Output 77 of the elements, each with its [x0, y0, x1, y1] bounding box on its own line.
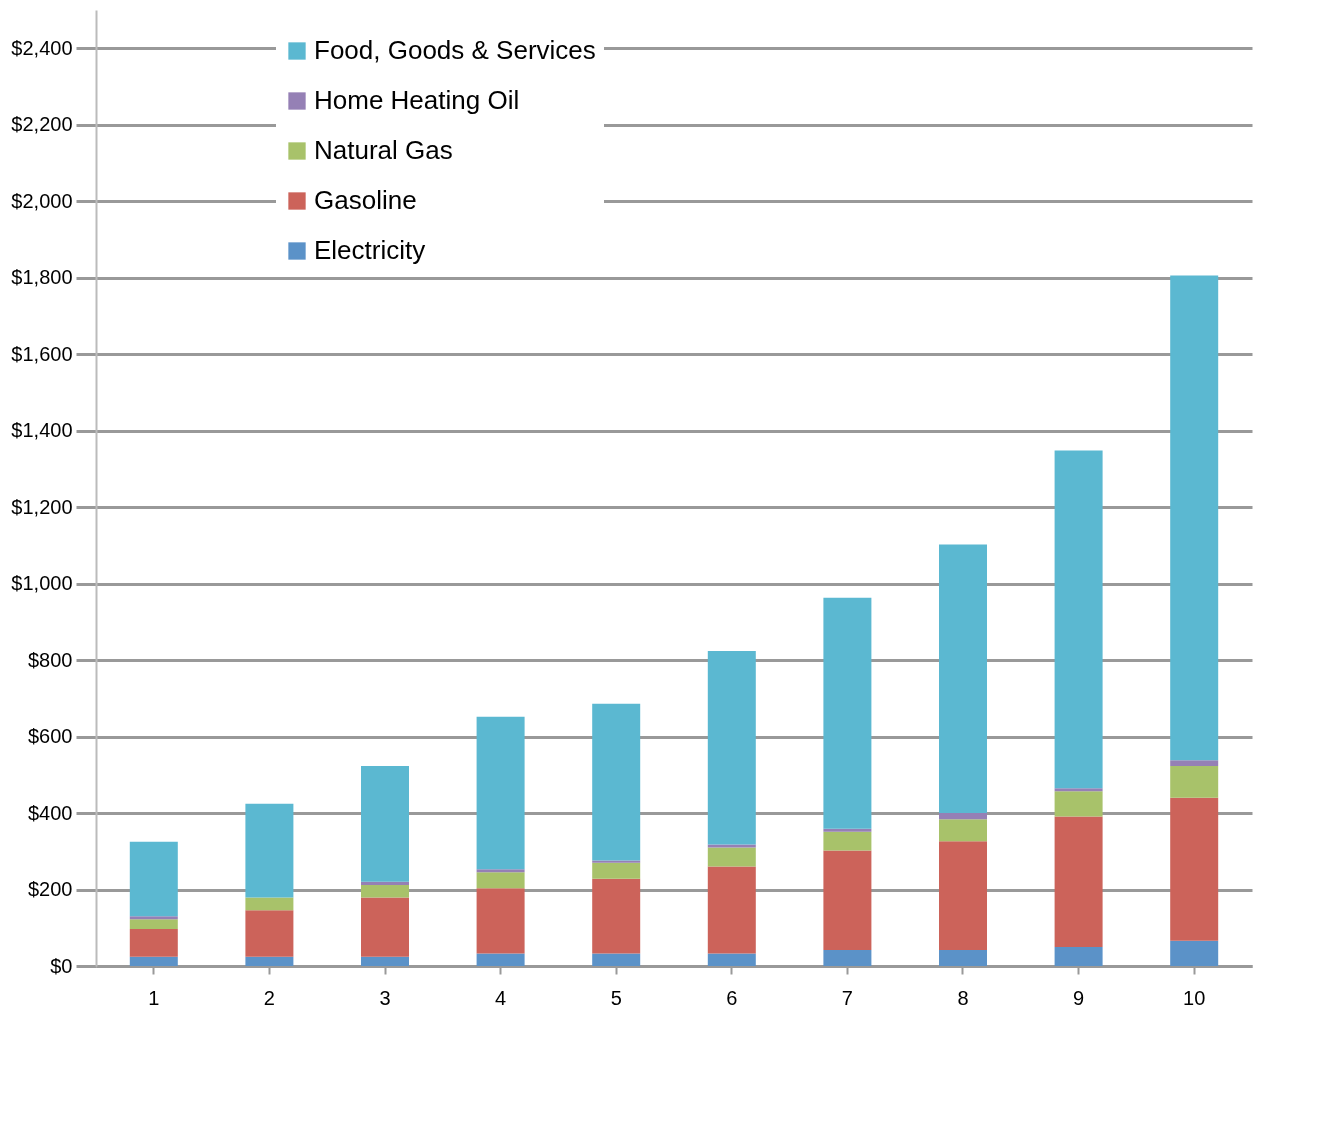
bar [939, 841, 987, 950]
bar [129, 916, 178, 920]
x-tick-label: 9 [1073, 986, 1085, 1009]
bar [1054, 450, 1103, 789]
y-tick-label: $800 [28, 648, 73, 671]
bar [939, 949, 987, 966]
bar [245, 897, 294, 911]
y-tick-label: $1,800 [11, 266, 73, 289]
x-tick-label: 8 [957, 986, 969, 1009]
bar [1054, 946, 1103, 966]
y-tick-label: $2,200 [11, 113, 73, 136]
x-tick-label: 1 [148, 986, 160, 1009]
legend-label: Natural Gas [314, 135, 453, 165]
bar [1054, 791, 1103, 817]
bar [476, 872, 525, 889]
bar [361, 881, 409, 885]
y-tick-label: $1,400 [11, 419, 73, 442]
bar [592, 860, 641, 863]
y-tick-label: $2,000 [11, 189, 73, 212]
x-tick-label: 3 [379, 986, 391, 1009]
bar [1170, 940, 1219, 966]
bar [129, 928, 178, 957]
x-tick-label: 10 [1183, 986, 1206, 1009]
y-tick-label: $1,200 [11, 495, 73, 518]
bar [361, 766, 409, 882]
bar [476, 888, 525, 954]
bar [245, 910, 294, 957]
bar [245, 956, 294, 966]
bar [1170, 797, 1219, 941]
y-tick-label: $1,600 [11, 342, 73, 365]
bar [592, 862, 641, 879]
bar [361, 956, 409, 966]
bar [476, 953, 525, 966]
y-tick-label: $200 [28, 878, 73, 901]
bar [707, 847, 756, 867]
bar [361, 897, 409, 957]
y-tick-label: $1,000 [11, 572, 73, 595]
bar [1170, 760, 1219, 766]
y-tick-label: $400 [28, 801, 73, 824]
x-tick-label: 5 [610, 986, 622, 1009]
bar [707, 953, 756, 966]
bar [129, 919, 178, 929]
bar [707, 866, 756, 954]
legend-label: Home Heating Oil [314, 85, 520, 115]
legend-label: Electricity [314, 235, 426, 265]
x-tick-label: 6 [726, 986, 738, 1009]
bar [592, 703, 641, 861]
bar [823, 850, 872, 950]
y-tick-label: $0 [50, 954, 73, 977]
bar [1170, 766, 1219, 798]
bar [1170, 275, 1219, 761]
y-tick-label: $2,400 [11, 36, 73, 59]
bar [939, 819, 987, 842]
bar [823, 949, 872, 966]
bar [939, 544, 987, 814]
bar [823, 828, 872, 832]
bar [707, 650, 756, 845]
bar [592, 878, 641, 954]
bar [129, 841, 178, 917]
bar [361, 884, 409, 898]
y-tick-label: $600 [28, 725, 73, 748]
bar [129, 956, 178, 966]
x-tick-label: 4 [495, 986, 507, 1009]
bar [476, 716, 525, 870]
bar [823, 597, 872, 829]
bar [939, 813, 987, 820]
bar [1054, 788, 1103, 792]
bar [476, 869, 525, 873]
bar [707, 844, 756, 848]
legend-label: Gasoline [314, 185, 417, 215]
legend-label: Food, Goods & Services [314, 35, 596, 65]
bar [592, 953, 641, 966]
bar [245, 803, 294, 898]
bar [1054, 816, 1103, 947]
x-tick-label: 7 [841, 986, 853, 1009]
x-tick-label: 2 [263, 986, 275, 1009]
bar [823, 831, 872, 851]
